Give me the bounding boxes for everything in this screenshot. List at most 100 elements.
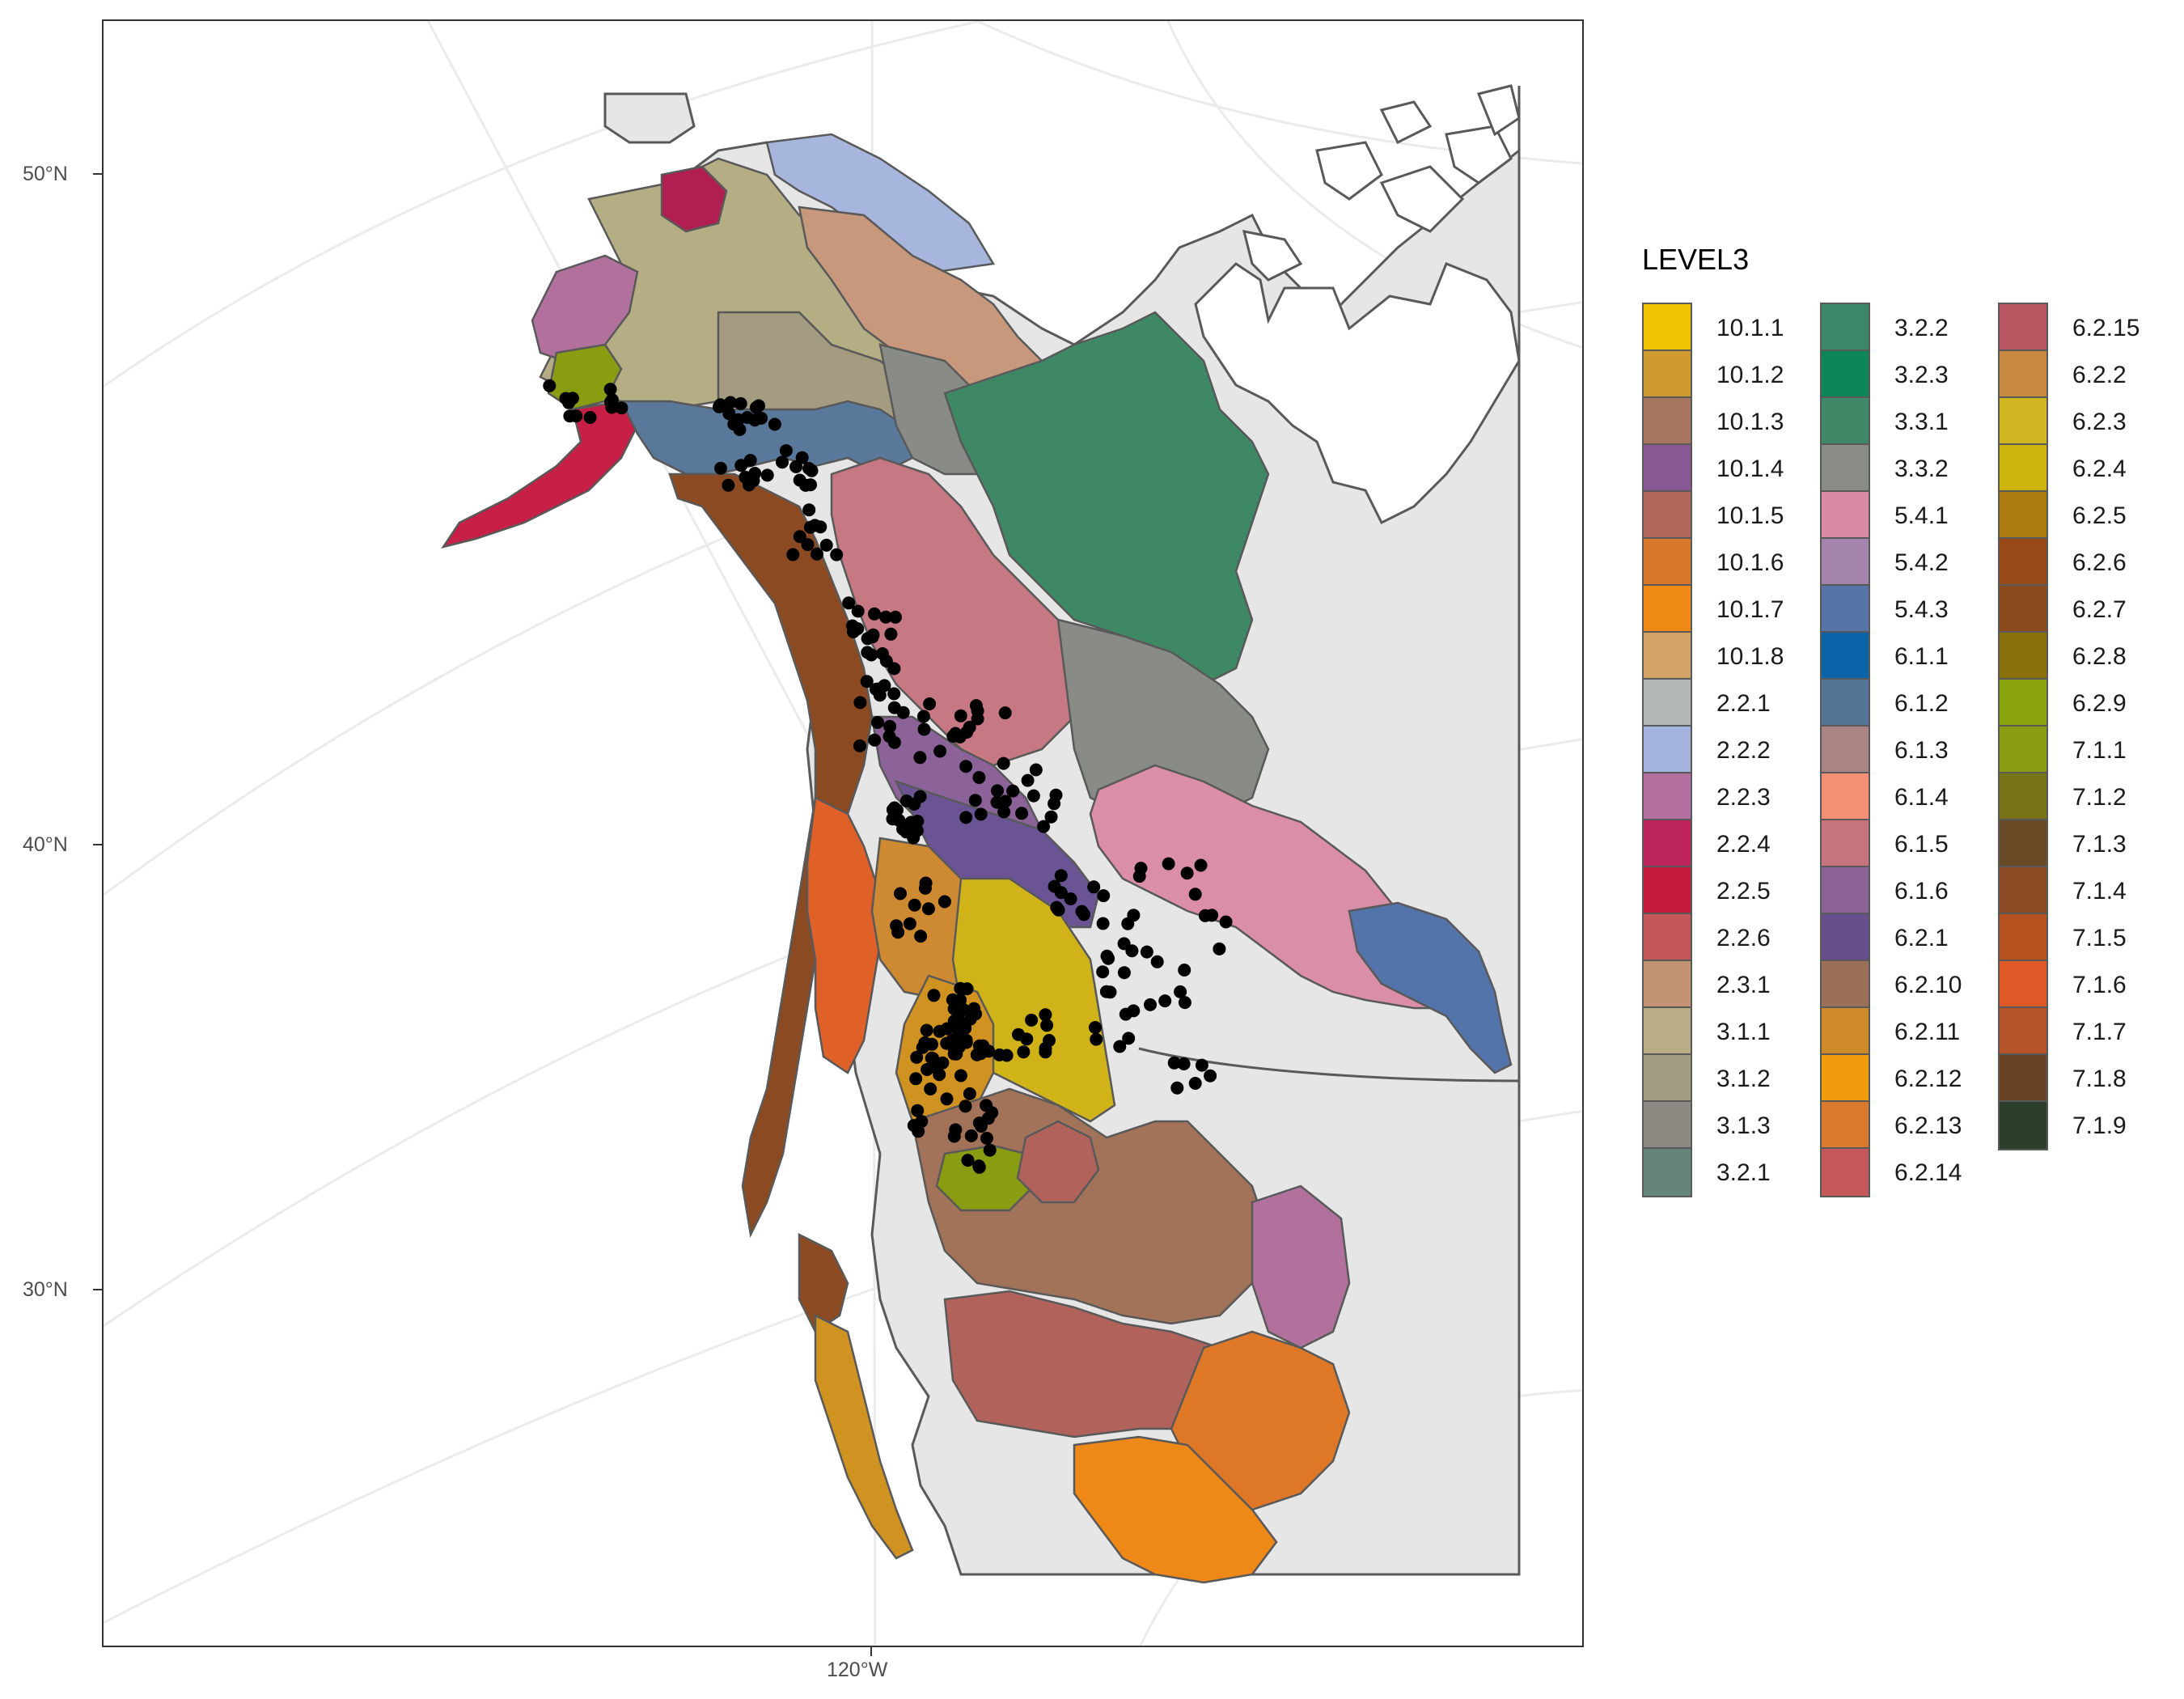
- occurrence-point: [916, 710, 930, 723]
- occurrence-point: [1043, 1034, 1056, 1047]
- occurrence-point: [1102, 951, 1115, 965]
- legend-item-10-1-8: 10.1.8: [1642, 631, 1820, 681]
- ecoregion-seward: [660, 165, 728, 233]
- occurrence-point: [887, 687, 901, 701]
- occurrence-point: [933, 1068, 946, 1082]
- legend-label: 6.2.12: [1894, 1066, 1962, 1092]
- occurrence-point: [733, 423, 747, 436]
- occurrence-point: [997, 805, 1011, 819]
- legend-label: 3.1.2: [1716, 1066, 1771, 1092]
- occurrence-point: [911, 815, 925, 828]
- occurrence-point: [946, 993, 959, 1006]
- occurrence-point: [801, 538, 815, 552]
- legend-item-10-1-5: 10.1.5: [1642, 490, 1820, 540]
- legend-swatch: [1998, 443, 2048, 494]
- legend-item-6-2-6: 6.2.6: [1998, 537, 2176, 587]
- occurrence-point: [1117, 937, 1131, 951]
- legend-item-6-2-1: 6.2.1: [1820, 913, 1998, 963]
- occurrence-point: [1097, 889, 1111, 903]
- occurrence-point: [1117, 966, 1131, 980]
- occurrence-point: [1178, 996, 1191, 1010]
- occurrence-point: [971, 712, 984, 726]
- legend-item-5-4-2: 5.4.2: [1820, 537, 1998, 587]
- occurrence-point: [1167, 1056, 1181, 1070]
- occurrence-point: [1052, 903, 1065, 917]
- occurrence-point: [883, 719, 897, 733]
- occurrence-point: [768, 417, 781, 431]
- legend-item-3-2-1: 3.2.1: [1642, 1147, 1820, 1197]
- legend-label: 7.1.9: [2072, 1112, 2127, 1139]
- legend-label: 6.2.13: [1894, 1112, 1962, 1139]
- occurrence-point: [543, 379, 557, 392]
- legend-label: 7.1.5: [2072, 925, 2127, 951]
- legend-swatch: [1642, 772, 1692, 822]
- occurrence-point: [748, 413, 762, 427]
- occurrence-point: [1178, 964, 1191, 977]
- occurrence-point: [1150, 955, 1164, 968]
- occurrence-point: [908, 898, 921, 912]
- occurrence-point: [779, 444, 793, 457]
- legend-label: 6.1.4: [1894, 784, 1949, 811]
- legend-label: 10.1.4: [1716, 455, 1784, 482]
- legend-swatch: [1998, 350, 2048, 400]
- occurrence-point: [868, 607, 881, 621]
- legend-swatch: [1820, 819, 1870, 869]
- occurrence-point: [1048, 797, 1061, 811]
- legend-swatch: [1998, 396, 2048, 447]
- occurrence-point: [1044, 810, 1058, 824]
- legend-item-6-1-3: 6.1.3: [1820, 725, 1998, 775]
- occurrence-point: [879, 655, 893, 667]
- legend-swatch: [1820, 1100, 1870, 1150]
- legend-item-2-2-6: 2.2.6: [1642, 913, 1820, 963]
- occurrence-point: [853, 739, 866, 752]
- legend-swatch: [1642, 913, 1692, 963]
- legend-item-3-1-1: 3.1.1: [1642, 1006, 1820, 1057]
- occurrence-point: [1017, 1045, 1031, 1059]
- occurrence-point: [960, 726, 974, 739]
- occurrence-point: [938, 895, 951, 909]
- y-tick-label-40n: 40°N: [23, 833, 68, 856]
- occurrence-point: [786, 548, 800, 561]
- legend-label: 10.1.8: [1716, 643, 1784, 670]
- occurrence-point: [1188, 1077, 1202, 1090]
- occurrence-point: [1000, 1049, 1014, 1062]
- occurrence-point: [999, 794, 1012, 808]
- legend-label: 6.1.5: [1894, 831, 1949, 858]
- occurrence-point: [842, 596, 856, 610]
- legend-label: 2.2.1: [1716, 690, 1771, 717]
- occurrence-point: [605, 393, 619, 407]
- occurrence-point: [933, 1024, 946, 1038]
- occurrence-point: [907, 831, 921, 845]
- occurrence-point: [884, 627, 898, 641]
- legend-swatch: [1998, 490, 2048, 540]
- legend-label: 3.2.1: [1716, 1159, 1771, 1186]
- legend-swatch: [1642, 490, 1692, 540]
- legend-swatch: [1642, 1147, 1692, 1197]
- legend-item-3-3-1: 3.3.1: [1820, 396, 1998, 447]
- legend-swatch: [1820, 725, 1870, 775]
- legend-label: 10.1.2: [1716, 362, 1784, 388]
- occurrence-point: [927, 989, 941, 1002]
- legend-item-6-1-6: 6.1.6: [1820, 866, 1998, 916]
- legend-label: 2.2.2: [1716, 737, 1771, 764]
- occurrence-point: [795, 451, 809, 464]
- legend-item-6-1-4: 6.1.4: [1820, 772, 1998, 822]
- occurrence-point: [921, 902, 935, 916]
- canadian-arctic-islands: [1194, 262, 1521, 525]
- occurrence-point: [890, 919, 904, 933]
- legend-label: 6.2.1: [1894, 925, 1949, 951]
- occurrence-point: [926, 1052, 940, 1066]
- occurrence-points: [543, 379, 1233, 1174]
- occurrence-point: [713, 398, 727, 412]
- occurrence-point: [793, 530, 806, 544]
- legend-item-6-1-2: 6.1.2: [1820, 678, 1998, 728]
- occurrence-point: [1122, 1032, 1136, 1045]
- occurrence-point: [830, 548, 844, 561]
- occurrence-point: [918, 881, 932, 895]
- occurrence-point: [882, 730, 896, 744]
- legend-label: 5.4.3: [1894, 596, 1949, 623]
- legend-swatch: [1820, 866, 1870, 916]
- legend-item-7-1-1: 7.1.1: [1998, 725, 2176, 775]
- legend-item-6-2-11: 6.2.11: [1820, 1006, 1998, 1057]
- legend-item-7-1-9: 7.1.9: [1998, 1100, 2176, 1150]
